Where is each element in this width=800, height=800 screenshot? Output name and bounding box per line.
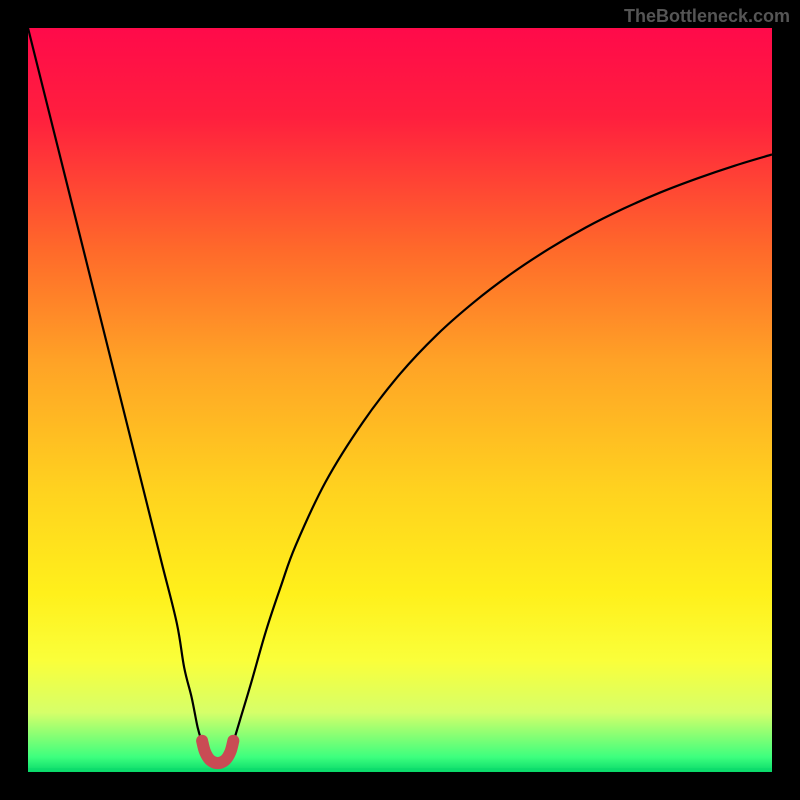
- watermark-text: TheBottleneck.com: [624, 6, 790, 26]
- plot-background: [28, 28, 772, 772]
- chart-svg: TheBottleneck.com: [0, 0, 800, 800]
- bottleneck-chart: TheBottleneck.com: [0, 0, 800, 800]
